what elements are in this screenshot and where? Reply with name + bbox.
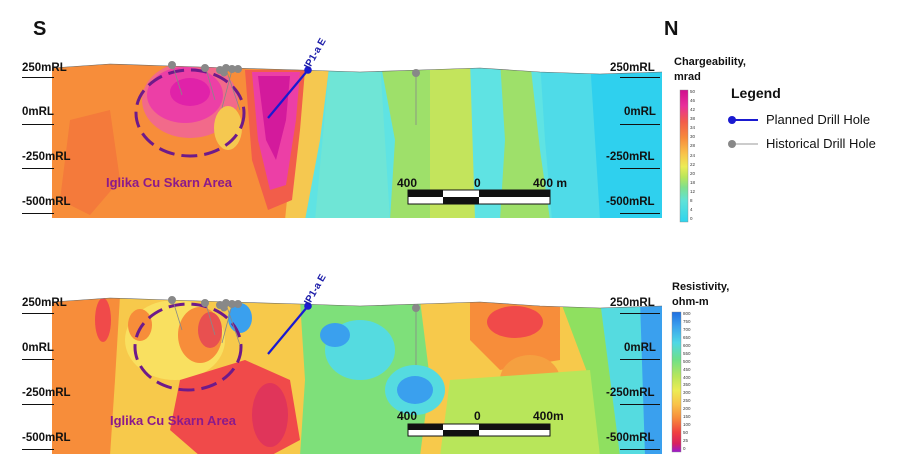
colorbar-tick: 700 — [683, 326, 691, 332]
elev-0-left: 0mRL — [22, 342, 54, 354]
scale-mid: 0 — [474, 409, 481, 423]
colorbar-tick: 100 — [683, 422, 691, 428]
elev-minus250-right: -250mRL — [606, 387, 655, 399]
elev-250-right: 250mRL — [610, 62, 655, 74]
historical-drill-hole-icon — [728, 140, 736, 148]
scale-bar — [407, 423, 551, 437]
colorbar-title: Chargeability, mrad — [674, 56, 746, 83]
resistivity-field — [52, 298, 662, 454]
colorbar-tick: 34 — [690, 125, 696, 131]
colorbar-tick: 4 — [690, 206, 693, 212]
colorbar-tick: 400 — [683, 374, 691, 380]
colorbar-tick: 600 — [683, 342, 691, 348]
legend-planned-label: Planned Drill Hole — [766, 112, 871, 127]
south-label: S — [33, 18, 47, 40]
colorbar-tick: 12 — [690, 188, 696, 194]
colorbar-tick: 8 — [690, 197, 693, 203]
colorbar-tick: 250 — [683, 398, 691, 404]
elev-0-right: 0mRL — [624, 342, 656, 354]
skarn-area-outline — [134, 68, 246, 158]
historical-drill-holes — [168, 61, 420, 125]
elev-minus250-left: -250mRL — [22, 151, 71, 163]
colorbar-tick: 550 — [683, 350, 691, 356]
colorbar-tick: 300 — [683, 390, 691, 396]
north-label: N — [664, 18, 679, 40]
planned-drill-hole — [267, 302, 312, 355]
elev-0-right: 0mRL — [624, 106, 656, 118]
legend-symbols — [728, 116, 758, 148]
colorbar-tick: 750 — [683, 318, 691, 324]
colorbar-title: Resistivity, ohm-m — [672, 281, 730, 308]
skarn-area-label: Iglika Cu Skarn Area — [106, 175, 232, 190]
elev-250-left: 250mRL — [22, 62, 67, 74]
colorbar-tick: 50 — [683, 430, 689, 436]
elev-minus500-right: -500mRL — [606, 196, 655, 208]
colorbar-tick: 650 — [683, 334, 691, 340]
scale-left: 400 — [397, 176, 418, 190]
resistivity-colorbar — [671, 311, 682, 453]
elev-minus250-right: -250mRL — [606, 151, 655, 163]
scale-mid: 0 — [474, 176, 481, 190]
colorbar-tick: 500 — [683, 358, 691, 364]
planned-drill-hole-icon — [728, 116, 736, 124]
elev-250-left: 250mRL — [22, 297, 67, 309]
elev-minus500-left: -500mRL — [22, 432, 71, 444]
colorbar-ticks: 800 750 700 650 600 550 500 450 400 350 300 250 200 1… — [683, 311, 703, 452]
colorbar-tick: 18 — [690, 179, 696, 185]
colorbar-tick: 42 — [690, 107, 696, 113]
legend-historical-label: Historical Drill Hole — [766, 136, 876, 151]
legend-title: Legend — [731, 85, 781, 101]
elev-250-right: 250mRL — [610, 297, 655, 309]
colorbar-tick: 200 — [683, 406, 691, 412]
colorbar-tick: 50 — [690, 89, 696, 94]
chargeability-colorbar — [679, 89, 689, 223]
colorbar-tick: 800 — [683, 311, 691, 316]
colorbar-tick: 28 — [690, 143, 696, 149]
colorbar-tick: 20 — [690, 170, 696, 176]
colorbar-tick: 0 — [690, 216, 693, 221]
colorbar-tick: 46 — [690, 98, 696, 104]
historical-drill-holes — [168, 296, 420, 365]
scale-left: 400 — [397, 409, 418, 423]
skarn-area-label: Iglika Cu Skarn Area — [110, 413, 236, 428]
colorbar-tick: 150 — [683, 414, 691, 420]
scale-right: 400m — [533, 409, 564, 423]
elev-0-left: 0mRL — [22, 106, 54, 118]
scale-bar — [407, 189, 551, 205]
planned-drill-hole — [267, 66, 312, 119]
skarn-area-outline — [133, 302, 243, 392]
chargeability-field — [52, 64, 662, 218]
elev-minus500-right: -500mRL — [606, 432, 655, 444]
elev-minus500-left: -500mRL — [22, 196, 71, 208]
colorbar-tick: 38 — [690, 116, 696, 122]
colorbar-tick: 350 — [683, 382, 691, 388]
colorbar-tick: 25 — [683, 438, 689, 444]
colorbar-tick: 450 — [683, 366, 691, 372]
colorbar-tick: 22 — [690, 161, 696, 167]
colorbar-tick: 24 — [690, 152, 696, 158]
colorbar-tick: 0 — [683, 446, 686, 451]
elev-minus250-left: -250mRL — [22, 387, 71, 399]
scale-right: 400 m — [533, 176, 568, 190]
colorbar-ticks: 50 46 42 38 34 30 28 24 22 20 18 12 8 4 0 — [690, 89, 710, 222]
colorbar-tick: 30 — [690, 134, 696, 140]
